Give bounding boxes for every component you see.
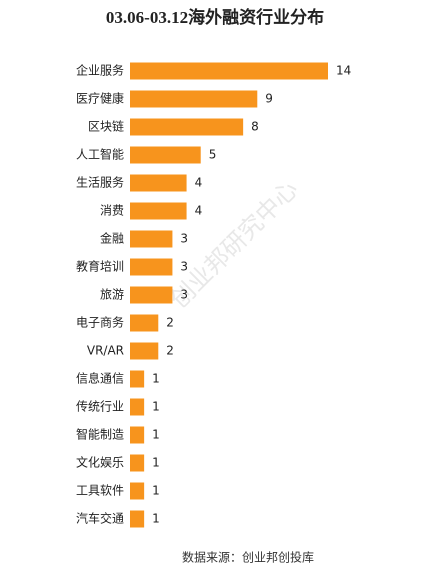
value-label: 14 <box>336 64 351 78</box>
chart-title: 03.06-03.12海外融资行业分布 <box>106 7 324 27</box>
bar <box>130 62 328 80</box>
y-tick-label: 人工智能 <box>76 147 124 162</box>
value-label: 8 <box>251 120 259 134</box>
bar <box>130 342 159 360</box>
bar <box>130 230 173 248</box>
y-tick-label: 消费 <box>100 204 124 218</box>
y-tick-label: 汽车交通 <box>76 511 124 526</box>
value-label: 1 <box>152 372 160 386</box>
value-label: 1 <box>152 428 160 442</box>
bar <box>130 202 187 220</box>
value-label: 3 <box>180 232 188 246</box>
bar <box>130 370 145 388</box>
bar <box>130 258 173 276</box>
value-label: 1 <box>152 400 160 414</box>
bar <box>130 314 159 332</box>
value-label: 1 <box>152 484 160 498</box>
value-label: 1 <box>152 456 160 470</box>
value-label: 1 <box>152 512 160 526</box>
bar <box>130 174 187 192</box>
value-label: 3 <box>180 260 188 274</box>
bar <box>130 90 258 108</box>
y-tick-label: 生活服务 <box>76 175 124 190</box>
y-tick-label: 区块链 <box>88 119 124 134</box>
y-tick-label: 文化娱乐 <box>76 455 124 470</box>
bar <box>130 510 145 528</box>
y-tick-label: 金融 <box>100 231 124 246</box>
bar <box>130 482 145 500</box>
y-tick-label: 医疗健康 <box>76 91 124 106</box>
bar <box>130 454 145 472</box>
value-label: 9 <box>265 92 273 106</box>
source-note: 数据来源：创业邦创投库 <box>182 550 314 565</box>
bar <box>130 426 145 444</box>
y-tick-label: VR/AR <box>87 344 124 358</box>
value-label: 3 <box>180 288 188 302</box>
value-label: 2 <box>166 344 174 358</box>
value-label: 2 <box>166 316 174 330</box>
y-tick-label: 教育培训 <box>76 259 124 274</box>
value-label: 4 <box>195 176 203 190</box>
bar <box>130 118 244 136</box>
bar <box>130 398 145 416</box>
y-tick-label: 智能制造 <box>76 427 124 442</box>
y-tick-label: 电子商务 <box>76 315 124 330</box>
y-tick-label: 旅游 <box>100 288 124 302</box>
y-tick-label: 企业服务 <box>76 63 124 78</box>
bar <box>130 146 201 164</box>
bar <box>130 286 173 304</box>
y-tick-label: 传统行业 <box>76 399 124 414</box>
value-label: 4 <box>195 204 203 218</box>
y-tick-label: 信息通信 <box>76 371 124 386</box>
y-tick-label: 工具软件 <box>76 484 124 498</box>
value-label: 5 <box>209 148 217 162</box>
